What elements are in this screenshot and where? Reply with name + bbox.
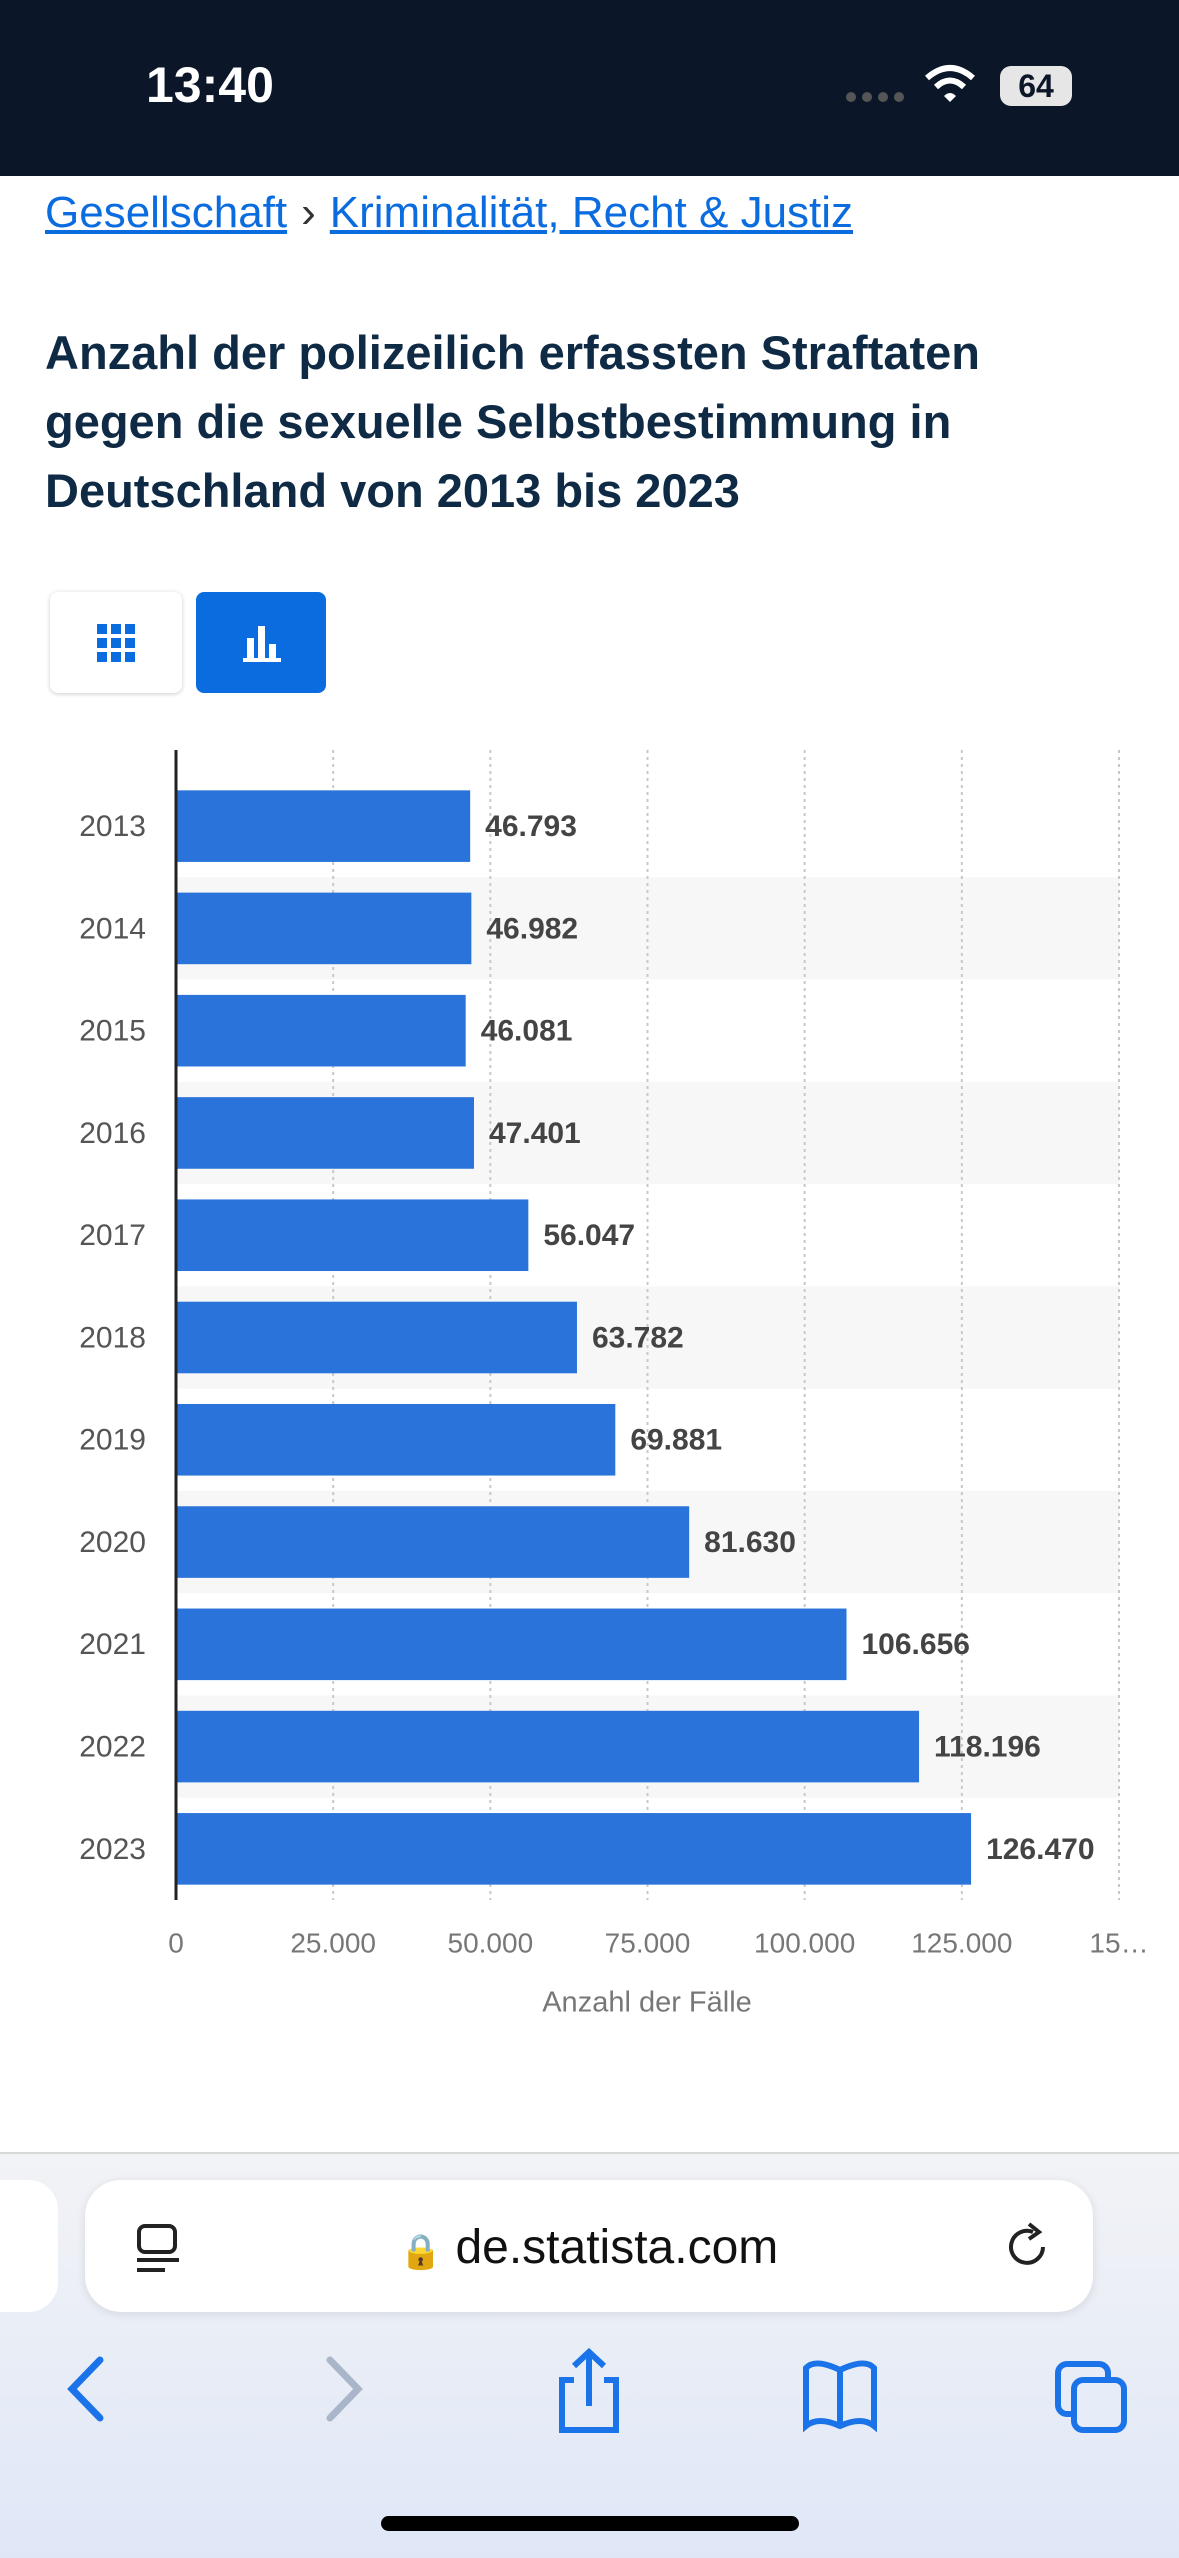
x-tick-label: 75.000 xyxy=(605,1927,691,1958)
bar xyxy=(176,1608,847,1681)
y-tick-label: 2022 xyxy=(79,1731,146,1764)
x-tick-label: 25.000 xyxy=(290,1927,376,1958)
forward-button[interactable] xyxy=(326,2356,363,2422)
bar xyxy=(176,1506,690,1578)
url: 🔒 de.statista.com xyxy=(399,2221,779,2274)
bar xyxy=(176,994,466,1067)
data-label: 46.982 xyxy=(486,912,578,945)
y-tick-label: 2017 xyxy=(79,1219,146,1252)
data-label: 46.793 xyxy=(485,810,577,843)
address-bar[interactable]: 🔒 de.statista.com xyxy=(85,2180,1093,2312)
y-tick-label: 2018 xyxy=(79,1321,146,1354)
data-label: 56.047 xyxy=(543,1219,635,1252)
breadcrumb-link[interactable]: Kriminalität, Recht & Justiz xyxy=(329,188,854,237)
chart-icon xyxy=(243,626,281,662)
bar xyxy=(176,1710,920,1783)
bar xyxy=(176,1097,474,1169)
table-icon xyxy=(97,624,135,662)
share-button[interactable] xyxy=(559,2347,619,2433)
data-label: 69.881 xyxy=(630,1424,722,1457)
data-label: 126.470 xyxy=(986,1833,1094,1866)
tabs-button[interactable] xyxy=(1055,2361,1127,2433)
reload-icon xyxy=(1009,2222,1045,2265)
chart-title: Anzahl der polizeilich erfassten Strafta… xyxy=(45,326,980,517)
bar xyxy=(176,1199,529,1272)
chart: Anzahl der Fälle 0 25.000 50.000 75.000 100.… xyxy=(79,750,1149,2019)
table-view-button[interactable] xyxy=(50,592,182,693)
data-label: 46.081 xyxy=(481,1015,573,1048)
back-button[interactable] xyxy=(67,2356,104,2422)
breadcrumb-separator: › xyxy=(301,188,316,237)
home-indicator xyxy=(381,2516,799,2531)
chart-view-button[interactable] xyxy=(196,592,326,693)
y-tick-label: 2015 xyxy=(79,1015,146,1048)
breadcrumb-link[interactable]: Gesellschaft xyxy=(45,188,288,237)
y-tick-label: 2013 xyxy=(79,810,146,843)
bookmarks-button[interactable] xyxy=(803,2360,877,2433)
data-label: 81.630 xyxy=(704,1526,796,1559)
y-tick-label: 2023 xyxy=(79,1833,146,1866)
battery: 64 xyxy=(1000,66,1072,106)
data-label: 47.401 xyxy=(489,1117,581,1150)
data-label: 118.196 xyxy=(934,1731,1041,1764)
bar xyxy=(176,1813,972,1885)
url-text: de.statista.com xyxy=(455,2221,779,2274)
x-axis-title: Anzahl der Fälle xyxy=(542,1987,752,2019)
clock: 13:40 xyxy=(146,57,274,113)
bar xyxy=(176,1301,577,1374)
breadcrumb: Gesellschaft › Kriminalität, Recht & Justi… xyxy=(45,188,853,238)
y-tick-label: 2019 xyxy=(79,1424,146,1457)
x-tick-label: 0 xyxy=(168,1927,184,1958)
bar xyxy=(176,1403,616,1476)
bar xyxy=(176,892,472,965)
x-tick-label: 15… xyxy=(1089,1927,1148,1958)
y-tick-label: 2016 xyxy=(79,1117,146,1150)
x-tick-label: 125.000 xyxy=(911,1927,1012,1958)
previous-tab[interactable] xyxy=(0,2180,58,2312)
signal-icon xyxy=(846,92,904,102)
data-label: 106.656 xyxy=(862,1628,970,1661)
y-tick-label: 2020 xyxy=(79,1526,146,1559)
wifi-icon xyxy=(925,65,975,102)
status-bar: 13:40 64 xyxy=(0,0,1179,176)
x-tick-label: 50.000 xyxy=(448,1927,534,1958)
bar xyxy=(176,790,471,862)
y-tick-label: 2014 xyxy=(79,912,146,945)
reader-icon xyxy=(137,2224,179,2272)
y-tick-label: 2021 xyxy=(79,1628,146,1661)
nav-icons xyxy=(67,2347,1127,2433)
x-tick-label: 100.000 xyxy=(754,1927,855,1958)
data-label: 63.782 xyxy=(592,1321,684,1354)
